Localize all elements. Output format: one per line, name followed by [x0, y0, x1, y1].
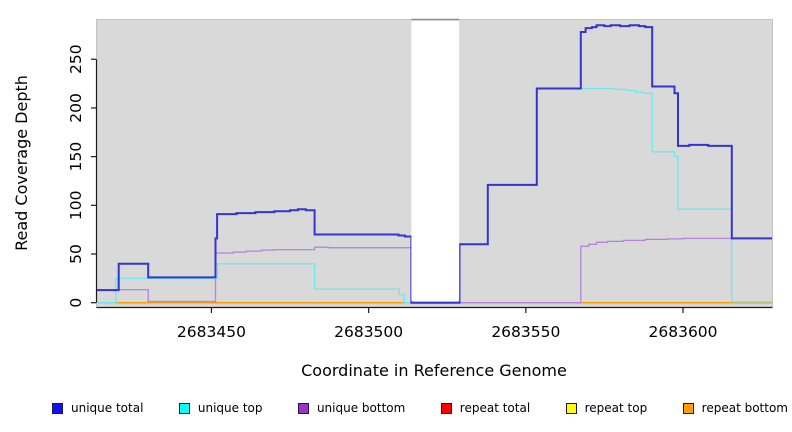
- x-axis-title: Coordinate in Reference Genome: [301, 361, 567, 380]
- y-tick-label: 100: [67, 191, 85, 221]
- legend-item-repeat-bottom: repeat bottom: [682, 401, 788, 415]
- legend-label: unique bottom: [316, 401, 406, 415]
- legend-swatch-icon: [52, 402, 63, 414]
- legend-swatch-icon: [565, 402, 577, 414]
- legend-swatch-icon: [440, 402, 452, 414]
- legend-swatch-icon: [682, 402, 694, 414]
- legend-label: repeat bottom: [701, 401, 788, 415]
- legend-label: unique top: [197, 401, 263, 415]
- legend-label: repeat top: [584, 401, 648, 415]
- x-tick-label: 2683450: [177, 323, 246, 341]
- legend-swatch-icon: [297, 402, 309, 414]
- legend-swatch-icon: [178, 402, 190, 414]
- legend-item-unique-bottom: unique bottom: [297, 401, 406, 415]
- x-tick-label: 2683550: [491, 323, 560, 341]
- legend-label: unique total: [71, 401, 144, 415]
- y-tick-label: 200: [67, 93, 85, 123]
- series-unique-total-line: [97, 24, 772, 304]
- y-tick-label: 150: [67, 142, 85, 172]
- legend-item-repeat-total: repeat total: [440, 401, 531, 415]
- y-tick-label: 250: [67, 44, 85, 74]
- x-tick-label: 2683600: [649, 323, 718, 341]
- x-tick-label: 2683500: [334, 323, 403, 341]
- legend-item-repeat-top: repeat top: [565, 401, 648, 415]
- legend: unique total unique top unique bottom repea…: [52, 399, 788, 417]
- legend-item-unique-total: unique total: [52, 401, 143, 415]
- y-axis-title: Read Coverage Depth: [12, 75, 31, 251]
- y-tick-label: 50: [67, 244, 85, 264]
- legend-label: repeat total: [459, 401, 531, 415]
- y-tick-label: 0: [67, 298, 85, 308]
- masked-gap-band: [411, 20, 460, 302]
- legend-item-unique-top: unique top: [178, 401, 263, 415]
